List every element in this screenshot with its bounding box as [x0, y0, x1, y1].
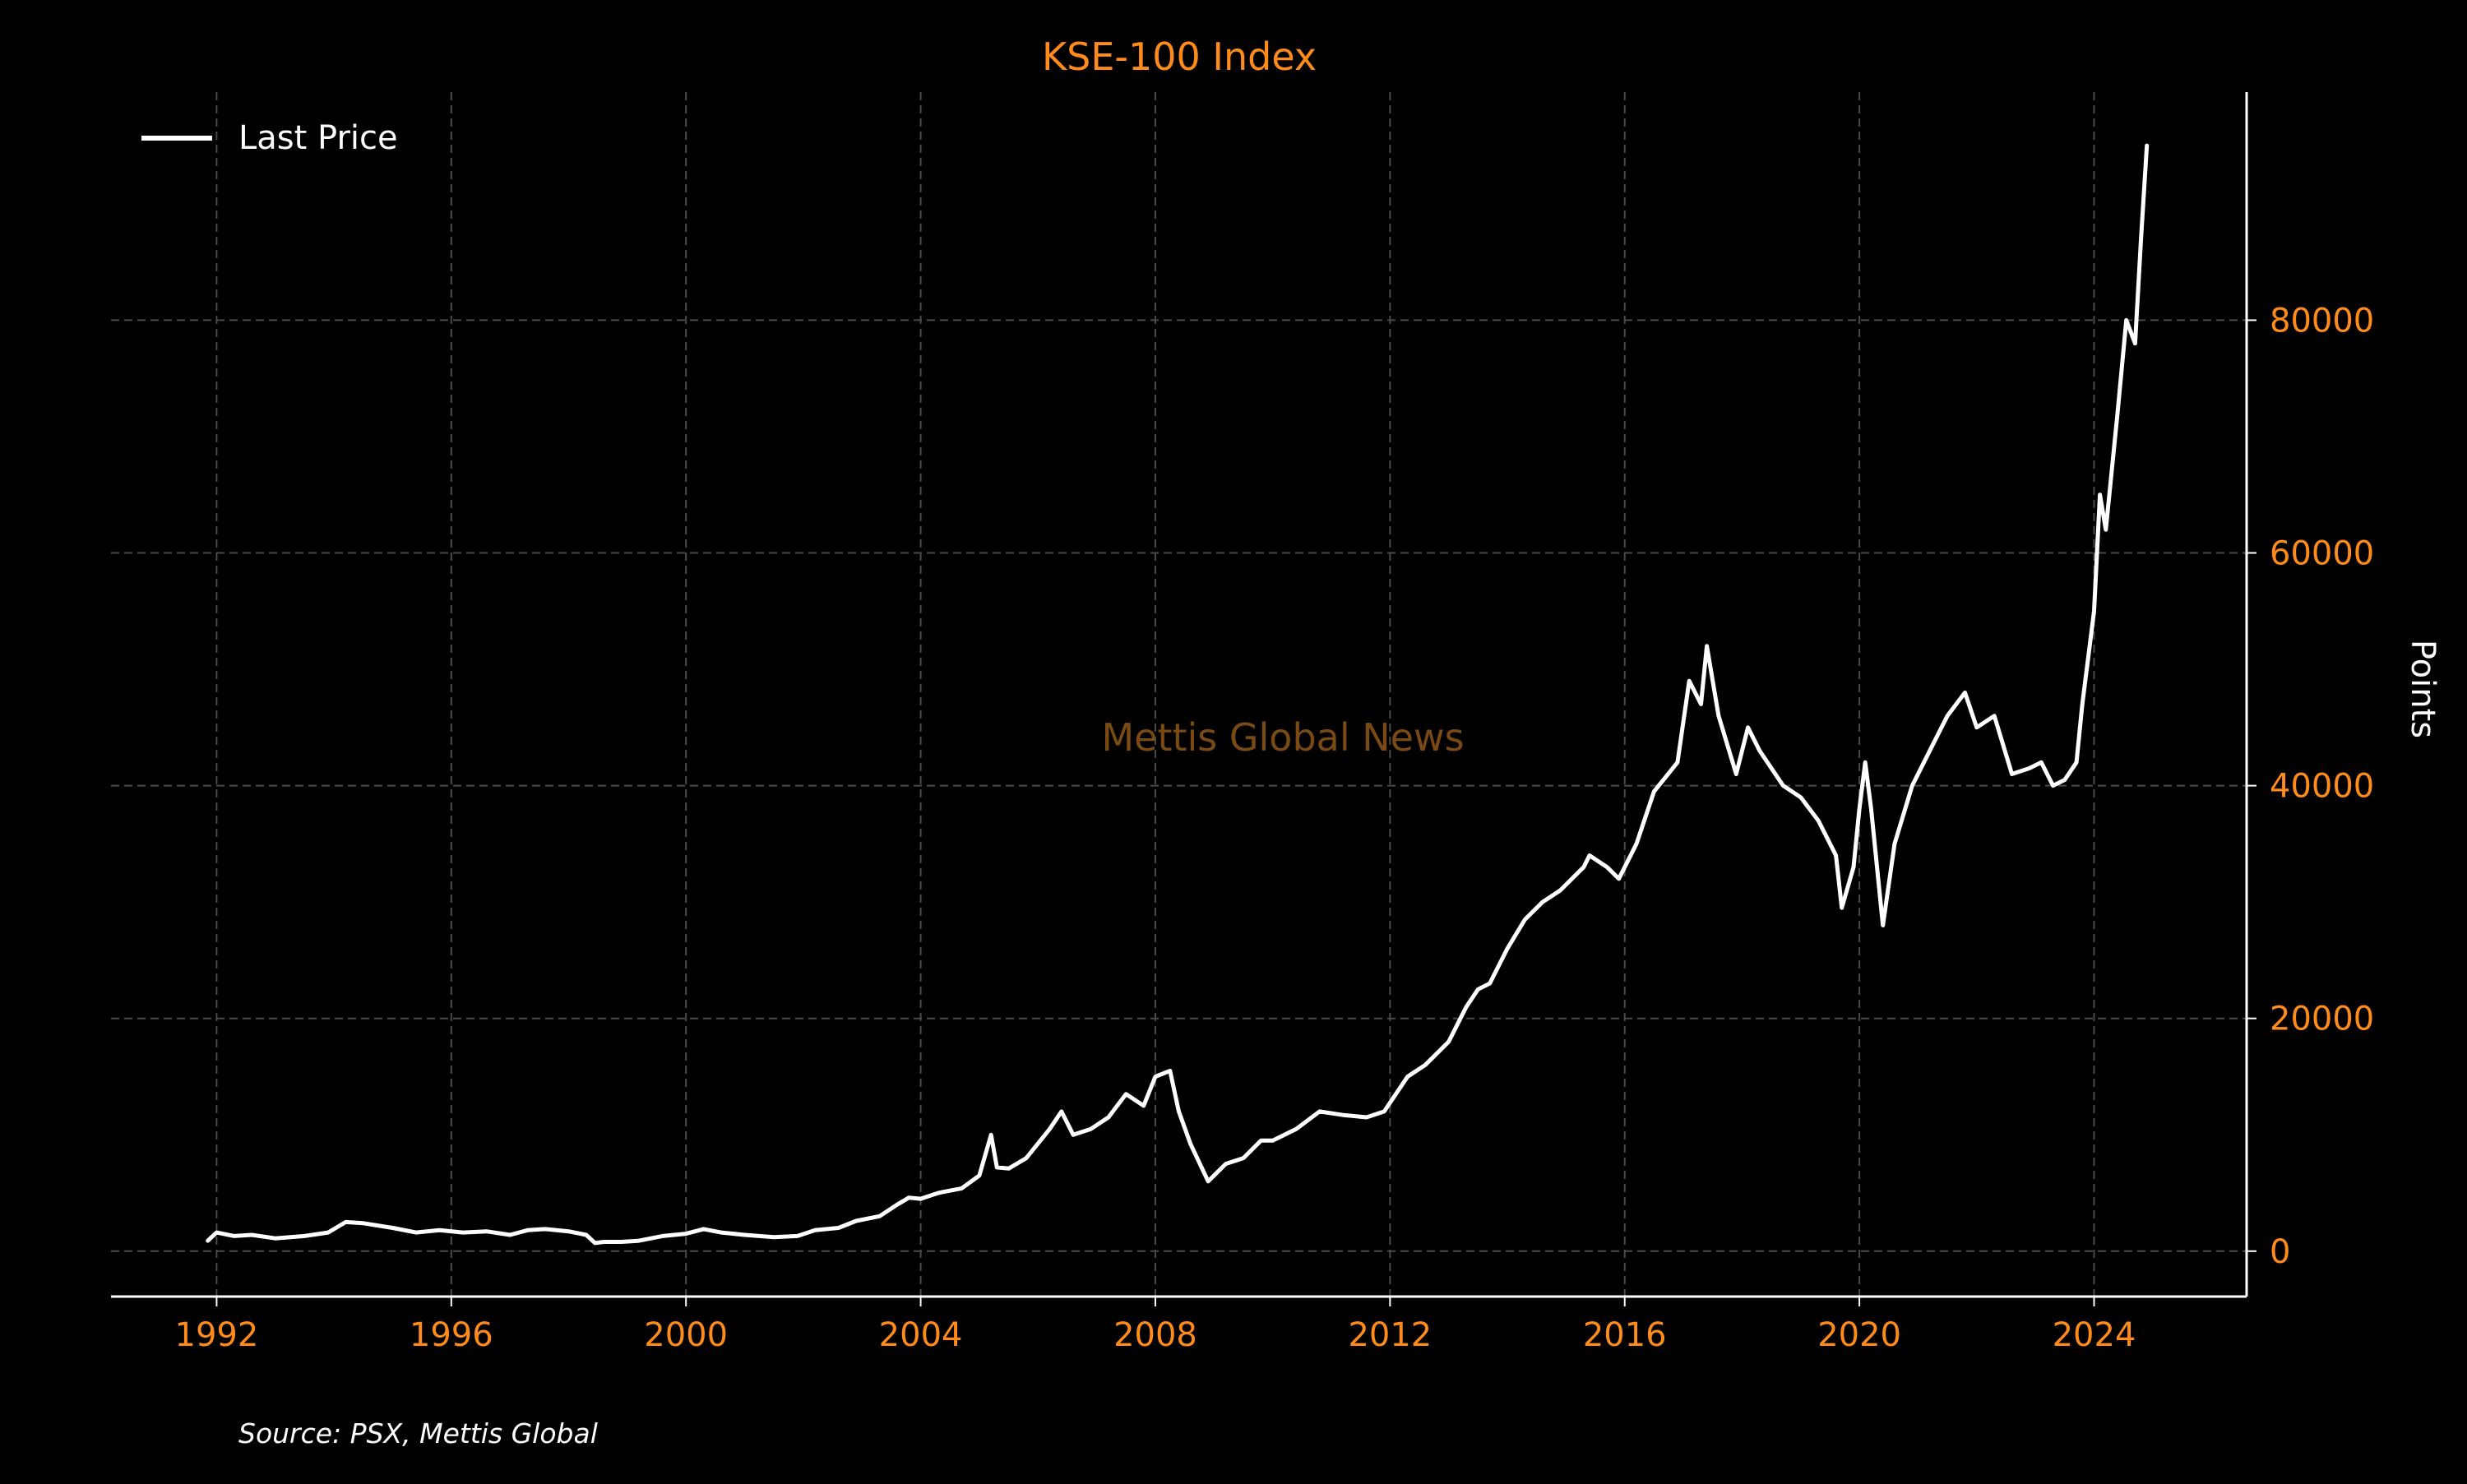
y-axis-label: Points — [2404, 640, 2442, 738]
x-tick-label-2020: 2020 — [1817, 1316, 1901, 1354]
x-tick-label-2008: 2008 — [1113, 1316, 1197, 1354]
y-tick-label-20000: 20000 — [2270, 1001, 2374, 1038]
y-tick-label-80000: 80000 — [2270, 302, 2374, 340]
x-tick-label-2000: 2000 — [644, 1316, 728, 1354]
y-tick-label-0: 0 — [2270, 1233, 2290, 1271]
source-note: Source: PSX, Mettis Global — [238, 1417, 598, 1449]
y-tick-label-40000: 40000 — [2270, 768, 2374, 806]
x-tick-label-2012: 2012 — [1348, 1316, 1432, 1354]
x-tick-label-2004: 2004 — [879, 1316, 963, 1354]
legend-label-last-price: Last Price — [238, 119, 398, 157]
grid-layer — [111, 92, 2247, 1297]
x-tick-label-1992: 1992 — [175, 1316, 259, 1354]
axes-layer: 1992 1996 2000 2004 2008 2012 2016 2020 2024 0 200… — [111, 92, 2374, 1354]
legend: Last Price — [141, 119, 398, 157]
x-tick-label-2016: 2016 — [1583, 1316, 1667, 1354]
x-tick-label-2024: 2024 — [2053, 1316, 2136, 1354]
series-line-last-price — [206, 143, 2150, 1246]
series-layer — [206, 143, 2150, 1246]
y-tick-label-60000: 60000 — [2270, 535, 2374, 573]
chart-title: KSE-100 Index — [1042, 35, 1317, 79]
watermark-text: Mettis Global News — [1101, 715, 1464, 760]
x-tick-label-1996: 1996 — [410, 1316, 493, 1354]
